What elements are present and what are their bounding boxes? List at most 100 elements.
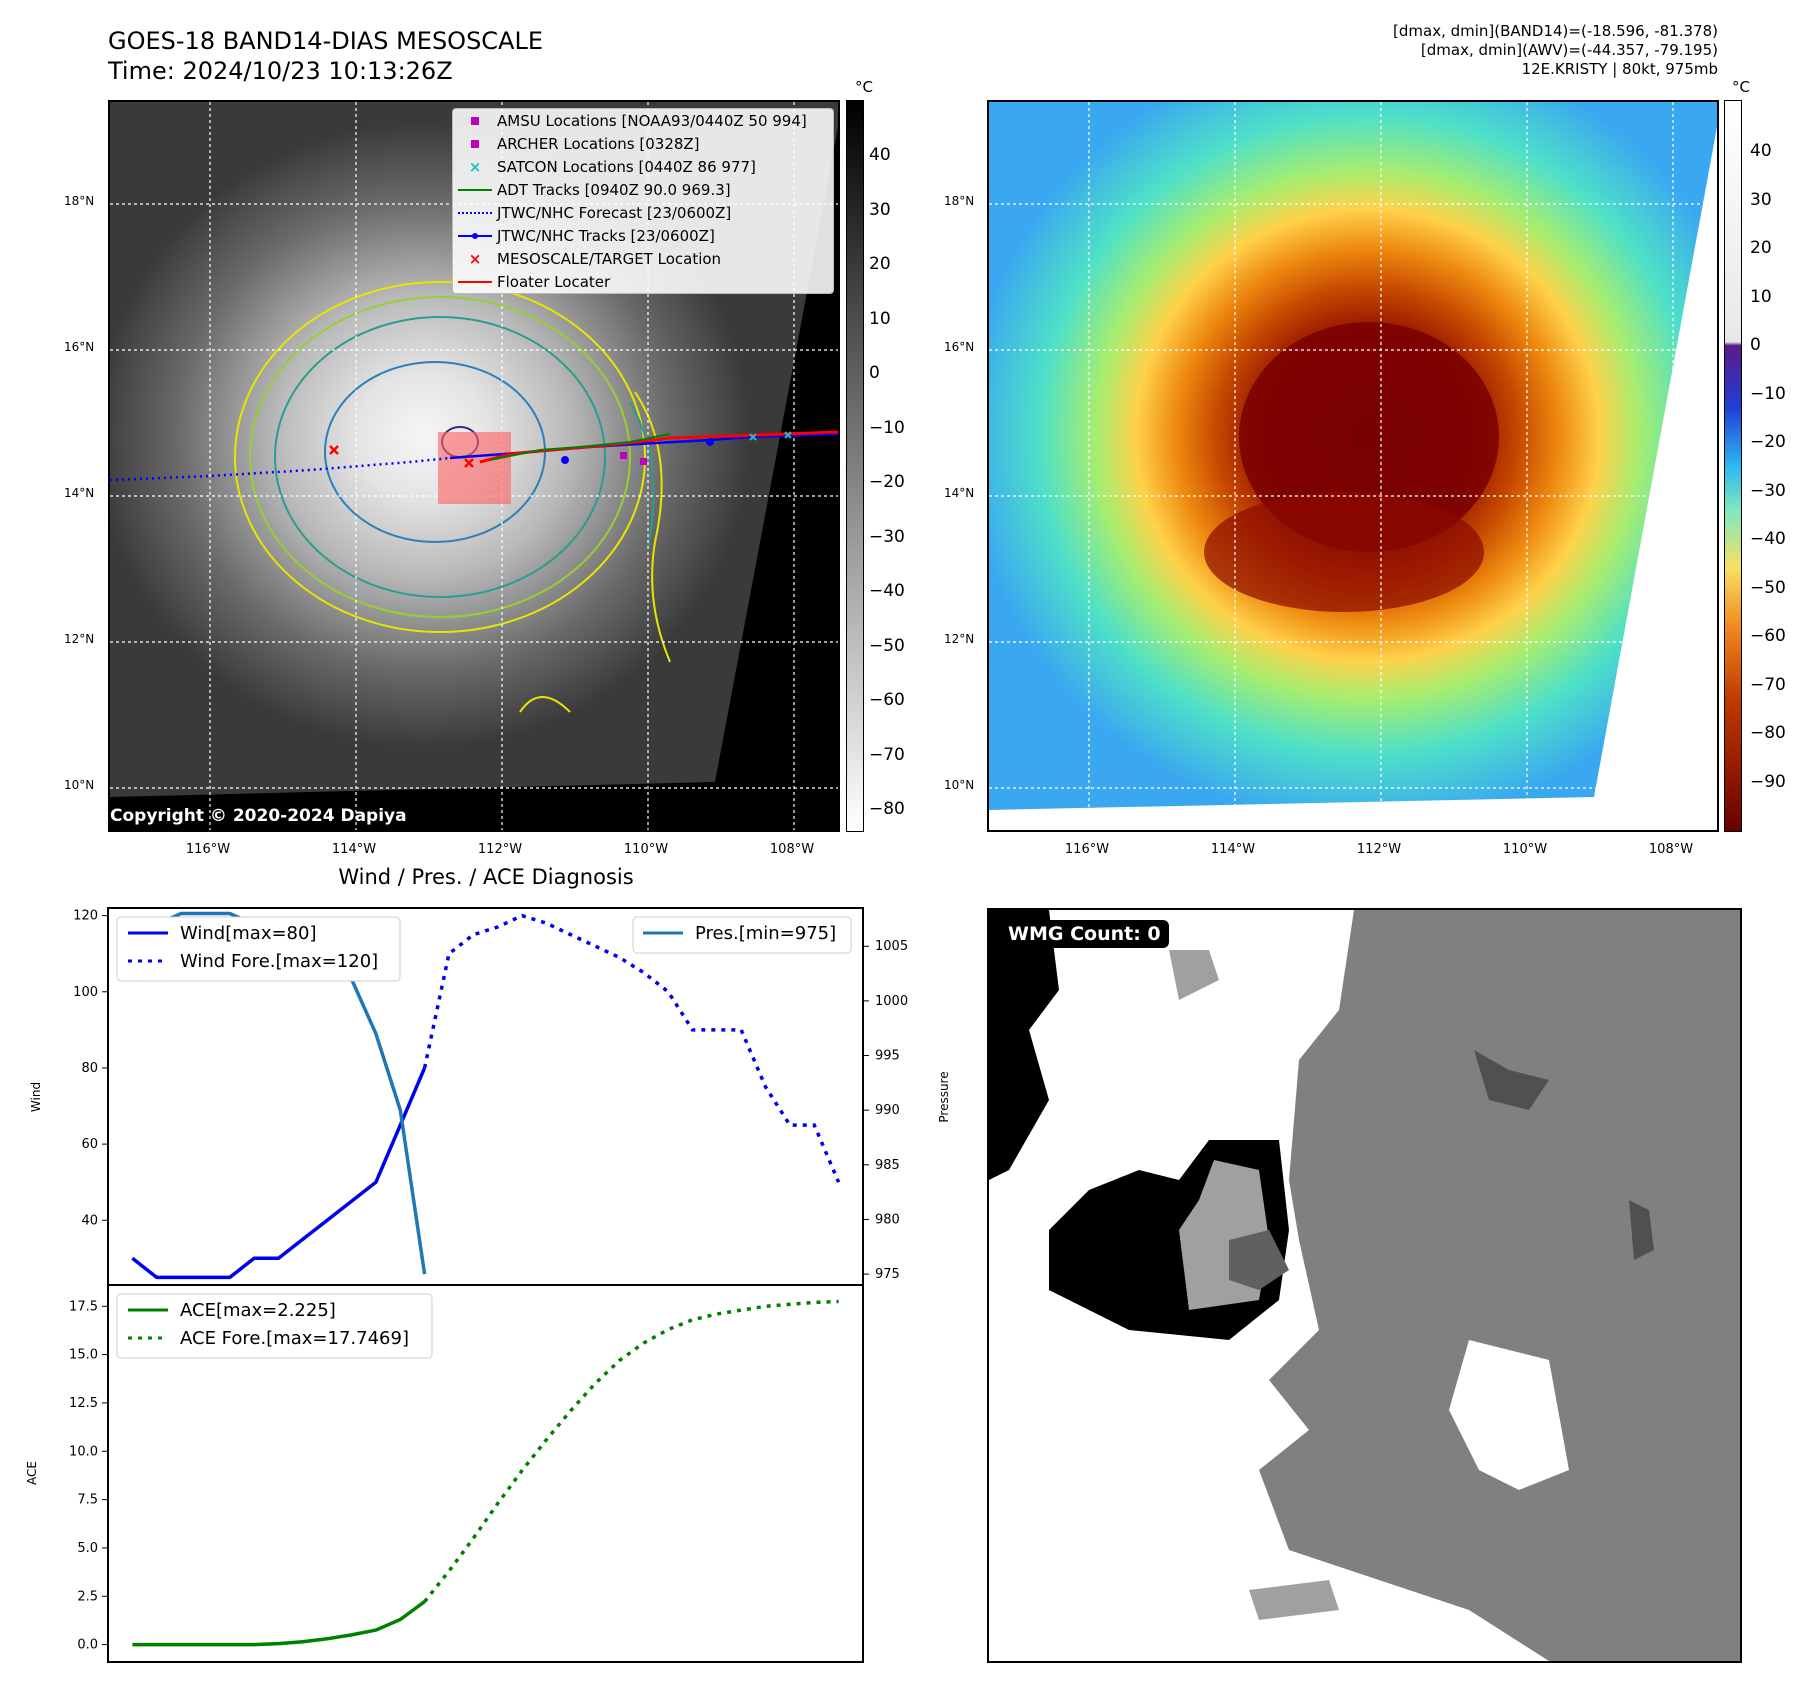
wind-fore-legend-label: Wind Fore.[max=120] [180, 951, 378, 972]
right-lat-label-0: 18°N [944, 194, 975, 208]
left-cb-tick-10: −60 [869, 690, 905, 710]
right-cb-tick-7: −30 [1750, 480, 1786, 501]
left-colorbar-unit: °C [855, 78, 873, 96]
ace-ticks: 0.0 2.5 5.0 7.5 10.0 12.5 15.0 17.5 [69, 1299, 108, 1653]
ace-series-line [132, 1600, 426, 1647]
left-cb-tick-9: −50 [869, 635, 905, 656]
legend-floater: Floater Locater [453, 270, 833, 293]
right-cb-tick-6: −20 [1750, 432, 1786, 452]
pres-tick-label: 975 [875, 1267, 900, 1282]
wmg-count-badge: WMG Count: 0 [1000, 920, 1169, 948]
legend-satcon: × SATCON Locations [0440Z 86 977] [453, 155, 833, 178]
right-colorbar-unit: °C [1732, 78, 1750, 96]
left-lat-label-2: 14°N [64, 486, 95, 500]
pres-ticks: 975 980 985 990 995 1000 1005 [863, 939, 908, 1282]
pres-tick-label: 990 [875, 1103, 900, 1118]
title-line1: GOES-18 BAND14-DIAS MESOSCALE [108, 27, 544, 55]
floater-line-icon [458, 280, 492, 283]
ace-tick-label: 2.5 [77, 1589, 98, 1604]
right-lon-label-3: 110°W [1502, 842, 1548, 857]
ace-ylabel: ACE [25, 1461, 39, 1485]
pres-tick-label: 985 [875, 1158, 900, 1173]
tracks-line-icon [458, 232, 492, 239]
pres-tick-label: 995 [875, 1049, 900, 1064]
left-cb-tick-11: −70 [869, 744, 905, 765]
right-cb-tick-3: 10 [1750, 286, 1772, 307]
left-cb-tick-3: 10 [869, 308, 891, 329]
ace-tick-label: 7.5 [77, 1493, 98, 1508]
ace-tick-label: 12.5 [69, 1396, 98, 1411]
right-lon-label-2: 112°W [1356, 842, 1402, 857]
info-line1: [dmax, dmin](BAND14)=(-18.596, -81.378) [1393, 22, 1718, 40]
left-cb-tick-8: −40 [869, 581, 905, 601]
amsu-marker-icon [471, 116, 479, 125]
right-lat-label-4: 10°N [944, 778, 975, 792]
left-colorbar [846, 100, 864, 832]
ace-tick-label: 5.0 [77, 1541, 98, 1556]
right-cb-tick-5: −10 [1750, 383, 1786, 404]
ace-tick-label: 10.0 [69, 1444, 98, 1459]
right-cb-tick-13: −90 [1750, 771, 1786, 792]
right-lon-label-0: 116°W [1064, 842, 1110, 857]
right-cb-tick-4: 0 [1750, 335, 1761, 355]
wind-tick-label: 80 [81, 1061, 98, 1076]
right-lat-label-1: 16°N [944, 340, 975, 354]
wind-legend-box [116, 916, 401, 982]
legend-adt-label: ADT Tracks [0940Z 90.0 969.3] [497, 180, 731, 199]
legend-amsu: AMSU Locations [NOAA93/0440Z 50 994] [453, 109, 833, 132]
left-lon-label-1: 114°W [331, 842, 377, 857]
legend-target: × MESOSCALE/TARGET Location [453, 247, 833, 270]
target-marker-icon: × [468, 249, 482, 268]
ir-map-right-image [989, 102, 1717, 830]
legend-amsu-label: AMSU Locations [NOAA93/0440Z 50 994] [497, 111, 807, 130]
left-cb-tick-0: 40 [869, 145, 891, 165]
series-layer [131, 911, 841, 1647]
right-colorbar [1724, 100, 1742, 832]
ace-axes-frame [107, 1284, 864, 1663]
wind-series-line [131, 1067, 427, 1280]
legend-forecast: JTWC/NHC Forecast [23/0600Z] [453, 201, 833, 224]
right-lon-label-4: 108°W [1648, 842, 1694, 857]
legend-tracks-label: JTWC/NHC Tracks [23/0600Z] [497, 226, 715, 245]
wmg-panel[interactable] [987, 908, 1742, 1663]
left-cb-tick-6: −20 [869, 472, 905, 492]
wind-tick-label: 40 [81, 1213, 98, 1228]
left-cb-tick-1: 30 [869, 199, 891, 220]
left-lat-label-3: 12°N [64, 632, 95, 646]
ir-map-right[interactable] [987, 100, 1719, 832]
wind-ylabel: Wind [29, 1082, 43, 1112]
left-cb-tick-4: 0 [869, 363, 880, 383]
info-block: [dmax, dmin](BAND14)=(-18.596, -81.378) … [1200, 22, 1718, 79]
ace-tick-label: 15.0 [69, 1348, 98, 1363]
wmg-image [989, 910, 1740, 1661]
right-cb-tick-1: 30 [1750, 189, 1772, 210]
legend-forecast-label: JTWC/NHC Forecast [23/0600Z] [497, 203, 732, 222]
right-cb-tick-9: −50 [1750, 577, 1786, 598]
map-title: GOES-18 BAND14-DIAS MESOSCALE Time: 2024… [108, 26, 543, 86]
left-lon-label-2: 112°W [477, 842, 523, 857]
legend-adt: ADT Tracks [0940Z 90.0 969.3] [453, 178, 833, 201]
title-line2: Time: 2024/10/23 10:13:26Z [108, 57, 453, 85]
pres-legend-label: Pres.[min=975] [695, 923, 836, 944]
archer-marker-icon [471, 139, 479, 148]
wind-tick-label: 100 [73, 985, 98, 1000]
legend-archer: ARCHER Locations [0328Z] [453, 132, 833, 155]
info-line3: 12E.KRISTY | 80kt, 975mb [1521, 60, 1718, 78]
left-lat-label-1: 16°N [64, 340, 95, 354]
ace-fore-legend-label: ACE Fore.[max=17.7469] [180, 1328, 409, 1349]
left-lon-label-0: 116°W [185, 842, 231, 857]
left-cb-tick-2: 20 [869, 254, 891, 274]
right-cb-tick-12: −80 [1750, 723, 1786, 743]
right-cb-tick-0: 40 [1750, 141, 1772, 161]
ace-forecast-series-line [423, 1299, 839, 1603]
pres-tick-label: 1000 [875, 994, 908, 1009]
map-legend: AMSU Locations [NOAA93/0440Z 50 994] ARC… [452, 108, 834, 294]
left-cb-tick-12: −80 [869, 799, 905, 819]
left-cb-tick-7: −30 [869, 526, 905, 547]
legend-archer-label: ARCHER Locations [0328Z] [497, 134, 700, 153]
right-lat-label-2: 14°N [944, 486, 975, 500]
ace-legend-label: ACE[max=2.225] [180, 1300, 336, 1321]
wind-legend-label: Wind[max=80] [180, 923, 317, 944]
right-cb-tick-8: −40 [1750, 529, 1786, 549]
ace-legend-box [116, 1293, 433, 1359]
